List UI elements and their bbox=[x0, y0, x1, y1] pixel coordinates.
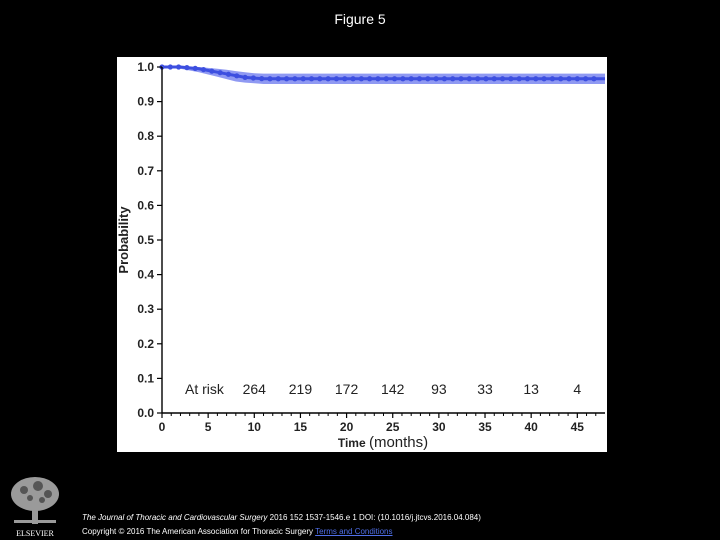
y-tick-label: 0.0 bbox=[137, 406, 154, 420]
curve-marker bbox=[292, 76, 298, 82]
curve-marker bbox=[475, 76, 481, 82]
y-tick-label: 0.8 bbox=[137, 129, 154, 143]
terms-and-conditions-link[interactable]: Terms and Conditions bbox=[315, 527, 393, 536]
curve-marker bbox=[325, 76, 331, 82]
slide-title: Figure 5 bbox=[334, 11, 386, 27]
copyright-text: Copyright © 2016 The American Associatio… bbox=[82, 527, 316, 536]
x-tick-label: 35 bbox=[478, 420, 492, 434]
at-risk-count: 142 bbox=[381, 381, 405, 397]
x-tick-label: 25 bbox=[386, 420, 400, 434]
curve-marker bbox=[367, 76, 373, 82]
x-tick-label: 0 bbox=[159, 420, 166, 434]
x-tick-label: 20 bbox=[340, 420, 354, 434]
curve-marker bbox=[209, 68, 215, 74]
y-tick-label: 0.6 bbox=[137, 198, 154, 212]
y-tick-label: 0.9 bbox=[137, 95, 154, 109]
survival-chart: 0.0 0.1 0.2 0.3 0.4 0.5 0.6 0.7 0.8 0.9 1.0 0 5 10 15 2… bbox=[117, 60, 605, 451]
curve-marker bbox=[275, 76, 281, 82]
curve-marker bbox=[425, 76, 431, 82]
y-tick-label: 0.4 bbox=[137, 268, 154, 282]
curve-marker bbox=[259, 76, 265, 82]
curve-marker bbox=[383, 76, 389, 82]
x-tick-label: 30 bbox=[432, 420, 446, 434]
curve-marker bbox=[458, 76, 464, 82]
x-tick-label: 10 bbox=[248, 420, 262, 434]
curve-marker bbox=[375, 76, 381, 82]
curve-marker bbox=[508, 76, 514, 82]
at-risk-count: 33 bbox=[477, 381, 493, 397]
curve-marker bbox=[184, 65, 190, 71]
at-risk-count: 93 bbox=[431, 381, 447, 397]
x-tick-label: 15 bbox=[294, 420, 308, 434]
curve-marker bbox=[391, 76, 398, 82]
figure-panel: 0.0 0.1 0.2 0.3 0.4 0.5 0.6 0.7 0.8 0.9 1.0 0 5 10 15 2… bbox=[117, 57, 607, 452]
y-tick-label: 0.7 bbox=[137, 164, 154, 178]
at-risk-count: 4 bbox=[573, 381, 581, 397]
survival-curve-0 bbox=[162, 65, 605, 81]
curve-marker bbox=[466, 76, 472, 82]
curve-marker bbox=[499, 76, 506, 82]
curve-marker bbox=[342, 76, 348, 82]
curve-marker bbox=[591, 76, 597, 82]
x-axis-label: Time (months) bbox=[338, 434, 428, 451]
curve-marker bbox=[300, 76, 306, 82]
y-tick-label: 1.0 bbox=[137, 60, 154, 74]
curve-marker bbox=[491, 76, 497, 82]
y-tick-label: 0.1 bbox=[137, 371, 154, 385]
curve-marker bbox=[566, 76, 572, 82]
at-risk-count: 264 bbox=[243, 381, 267, 397]
copyright-line: Copyright © 2016 The American Associatio… bbox=[82, 527, 393, 536]
curve-marker bbox=[225, 71, 232, 77]
curve-marker bbox=[283, 76, 290, 82]
curve-marker bbox=[167, 64, 173, 70]
curve-marker bbox=[450, 76, 456, 82]
at-risk-count: 13 bbox=[523, 381, 539, 397]
curve-marker bbox=[250, 75, 256, 81]
curve-marker bbox=[483, 76, 489, 82]
curve-marker bbox=[217, 70, 223, 76]
curve-marker bbox=[541, 76, 547, 82]
x-axis-label-unit: (months) bbox=[369, 434, 428, 451]
at-risk-label: At risk bbox=[185, 381, 225, 397]
y-tick-label: 0.5 bbox=[137, 233, 154, 247]
curve-marker bbox=[192, 65, 198, 71]
curve-marker bbox=[176, 64, 182, 70]
y-tick-label: 0.3 bbox=[137, 302, 154, 316]
curve-marker bbox=[574, 76, 580, 82]
y-tick-label: 0.2 bbox=[137, 337, 154, 351]
curve-marker bbox=[333, 76, 340, 82]
curve-marker bbox=[400, 76, 406, 82]
x-tick-label: 45 bbox=[571, 420, 585, 434]
elsevier-logo-icon: ELSEVIER bbox=[6, 474, 64, 538]
curve-marker bbox=[558, 76, 564, 82]
at-risk-count: 172 bbox=[335, 381, 359, 397]
curve-marker bbox=[408, 76, 414, 82]
logo-wordmark: ELSEVIER bbox=[16, 529, 54, 538]
x-tick-label: 5 bbox=[205, 420, 212, 434]
y-axis-label: Probability bbox=[117, 206, 131, 274]
citation-details: 2016 152 1537-1546.e 1 DOI: (10.1016/j.j… bbox=[267, 513, 481, 522]
curve-marker bbox=[441, 76, 448, 82]
curve-marker bbox=[350, 76, 356, 82]
curve-marker bbox=[416, 76, 423, 82]
curve-marker bbox=[317, 76, 323, 82]
curve-marker bbox=[524, 76, 531, 82]
curve-marker bbox=[433, 76, 439, 82]
at-risk-count: 219 bbox=[289, 381, 313, 397]
curve-marker bbox=[583, 76, 589, 82]
curve-marker bbox=[242, 74, 248, 80]
x-axis-label-main: Time bbox=[338, 436, 369, 450]
curve-marker bbox=[308, 76, 315, 82]
curve-marker bbox=[533, 76, 539, 82]
citation-journal: The Journal of Thoracic and Cardiovascul… bbox=[82, 513, 268, 522]
curve-marker bbox=[358, 76, 364, 82]
curve-marker bbox=[234, 73, 240, 79]
curve-marker bbox=[549, 76, 555, 82]
curve-marker bbox=[516, 76, 522, 82]
curve-marker bbox=[200, 66, 207, 73]
curve-marker bbox=[267, 76, 273, 82]
x-tick-label: 40 bbox=[524, 420, 538, 434]
citation-line: The Journal of Thoracic and Cardiovascul… bbox=[82, 513, 481, 522]
